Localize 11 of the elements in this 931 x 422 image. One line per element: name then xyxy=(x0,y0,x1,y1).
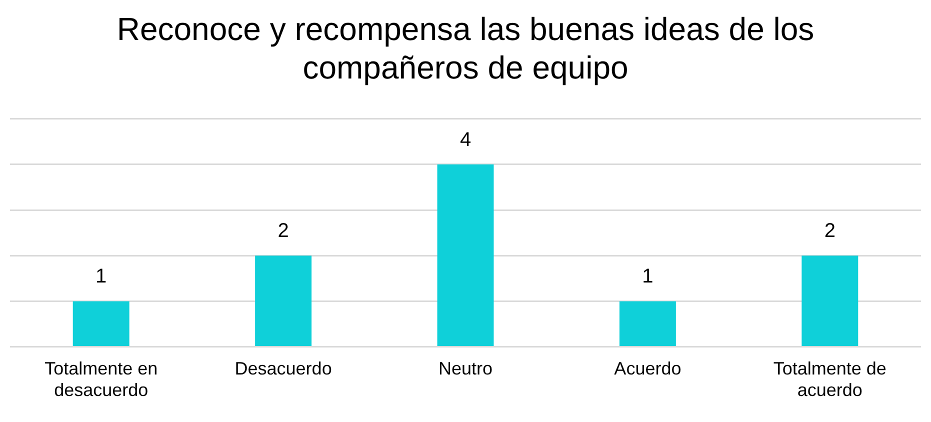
data-label: 2 xyxy=(824,220,836,242)
x-tick-label: Acuerdo xyxy=(614,358,682,379)
data-label: 2 xyxy=(278,220,289,242)
data-label: 1 xyxy=(96,266,107,288)
x-tick-label: Desacuerdo xyxy=(234,358,332,379)
data-label: 4 xyxy=(460,128,472,151)
chart-title: Reconoce y recompensa las buenas ideas de los compañeros de equipo xyxy=(116,11,814,86)
x-tick-label: Totalmente de acuerdo xyxy=(773,358,886,400)
data-label: 1 xyxy=(642,266,654,288)
x-tick-label: Totalmente en desacuerdo xyxy=(44,358,158,400)
x-tick-label: Neutro xyxy=(438,358,493,379)
